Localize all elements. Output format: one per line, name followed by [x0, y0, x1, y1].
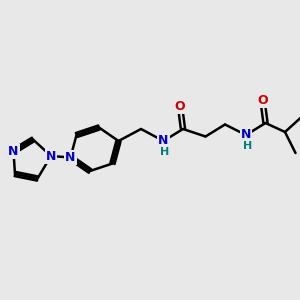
Text: O: O — [175, 100, 185, 113]
Text: H: H — [243, 141, 252, 152]
Text: N: N — [46, 149, 56, 163]
Text: N: N — [241, 128, 251, 142]
Text: N: N — [65, 151, 76, 164]
Text: N: N — [158, 134, 169, 148]
Text: O: O — [257, 94, 268, 107]
Text: N: N — [8, 145, 19, 158]
Text: H: H — [160, 147, 169, 158]
